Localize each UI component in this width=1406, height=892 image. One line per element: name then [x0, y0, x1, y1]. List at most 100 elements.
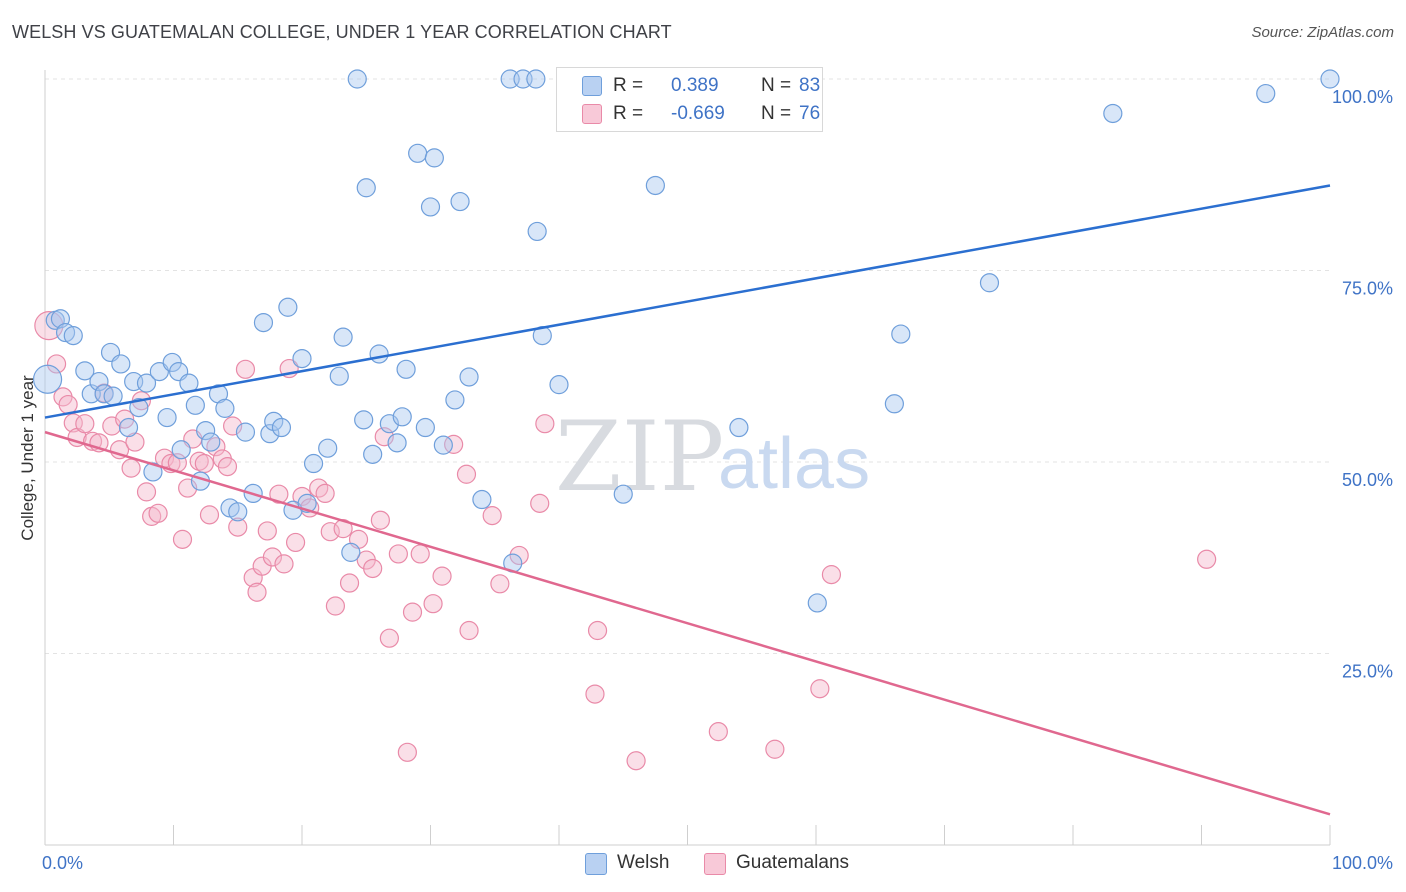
- welsh-point: [333, 327, 353, 347]
- guatemalans-point: [325, 596, 346, 616]
- legend-r-label: R =: [613, 103, 644, 124]
- legend-n-label: N =: [761, 103, 792, 124]
- welsh-point: [185, 395, 205, 415]
- welsh-point: [363, 444, 383, 464]
- welsh-point: [445, 390, 465, 410]
- guatemalans-point: [459, 620, 479, 641]
- welsh-point: [201, 432, 221, 452]
- stats-legend: R = 0.389 N = 83 R = -0.669 N = 76: [556, 67, 823, 132]
- welsh-point: [103, 386, 123, 406]
- guatemalans-point: [199, 505, 220, 525]
- guatemalans-point: [257, 521, 277, 541]
- guatemalans-point: [274, 554, 294, 574]
- y-axis-label: College, Under 1 year: [18, 375, 37, 541]
- welsh-point: [32, 364, 63, 394]
- welsh-point: [303, 453, 324, 474]
- welsh-point: [329, 366, 349, 386]
- welsh-point: [979, 273, 1000, 293]
- welsh-point: [884, 394, 904, 414]
- x-tick-labels: 0.0% 100.0%: [42, 853, 1393, 873]
- welsh-point: [1103, 103, 1123, 124]
- trend-lines: [44, 184, 1331, 816]
- welsh-point: [318, 438, 338, 458]
- welsh-point: [253, 312, 274, 333]
- guatemalans-point: [228, 517, 248, 537]
- guatemalans-point: [765, 739, 785, 759]
- guatemalans-point: [75, 414, 95, 434]
- welsh-point: [129, 398, 149, 418]
- welsh-point: [369, 344, 389, 364]
- x-tick-label: 100.0%: [1332, 853, 1393, 873]
- legend-r-value: -0.669: [671, 103, 725, 124]
- welsh-point: [527, 221, 547, 242]
- watermark: ZIP atlas: [555, 401, 870, 513]
- welsh-point: [228, 502, 248, 522]
- legend-n-value: 76: [799, 103, 821, 124]
- guatemalans-point: [194, 453, 214, 474]
- welsh-point: [111, 354, 131, 374]
- guatemalans-point: [46, 354, 67, 374]
- guatemalans-point: [585, 684, 605, 704]
- welsh-point: [392, 407, 412, 427]
- guatemalans-point: [821, 565, 842, 585]
- guatemalans-point: [626, 751, 646, 771]
- guatemalans-point: [309, 478, 329, 498]
- legend-r-label: R =: [613, 75, 644, 96]
- y-tick-labels: 25.0% 50.0% 75.0% 100.0%: [1332, 87, 1393, 682]
- guatemalans-point: [136, 482, 157, 502]
- welsh-point: [408, 143, 428, 163]
- welsh-point: [118, 417, 139, 438]
- welsh-point: [459, 367, 479, 387]
- guatemalans-point: [388, 544, 408, 564]
- guatemalans-point: [456, 464, 477, 484]
- welsh-point: [347, 69, 367, 89]
- welsh-point: [215, 398, 235, 418]
- welsh-point: [891, 324, 911, 344]
- legend-r-value: 0.389: [671, 75, 719, 96]
- chart-title: WELSH VS GUATEMALAN COLLEGE, UNDER 1 YEA…: [12, 22, 672, 42]
- legend-label-guatemalans: Guatemalans: [736, 852, 850, 873]
- guatemalans-point: [370, 510, 390, 530]
- welsh-swatch: [585, 853, 607, 875]
- legend-n-value: 83: [799, 75, 821, 96]
- welsh-point: [450, 191, 470, 212]
- guatemalans-point: [172, 529, 193, 549]
- guatemalans-point: [363, 558, 383, 579]
- guatemalans-swatch: [582, 104, 602, 124]
- legend-n-label: N =: [761, 75, 792, 96]
- guatemalans-point: [247, 582, 267, 602]
- welsh-point: [472, 489, 492, 510]
- welsh-point: [526, 69, 546, 89]
- guatemalans-point: [535, 414, 555, 434]
- welsh-point: [171, 440, 191, 460]
- guatemalans-point: [121, 458, 141, 478]
- guatemalans-point: [1197, 549, 1217, 569]
- guatemalans-point: [148, 503, 168, 523]
- welsh-point: [63, 326, 83, 346]
- welsh-point: [420, 197, 441, 217]
- guatemalans-points: [34, 311, 1217, 771]
- welsh-point: [396, 359, 416, 379]
- welsh-point: [136, 373, 157, 393]
- legend-label-welsh: Welsh: [617, 852, 670, 873]
- welsh-point: [645, 175, 665, 196]
- guatemalans-trend-line: [44, 430, 1331, 816]
- guatemalans-point: [410, 544, 430, 564]
- welsh-point: [264, 411, 284, 432]
- welsh-point: [341, 542, 361, 562]
- guatemalans-point: [490, 574, 510, 594]
- welsh-point: [157, 407, 177, 428]
- welsh-point: [271, 417, 292, 438]
- guatemalans-point: [810, 679, 830, 699]
- y-tick-label: 25.0%: [1342, 662, 1393, 682]
- welsh-point: [424, 148, 444, 168]
- watermark-zip: ZIP: [555, 401, 724, 513]
- welsh-point: [292, 348, 312, 369]
- guatemalans-point: [587, 620, 608, 641]
- source-credit: Source: ZipAtlas.com: [1251, 24, 1394, 41]
- welsh-point: [549, 375, 569, 395]
- guatemalans-point: [444, 434, 464, 454]
- welsh-point: [235, 422, 256, 442]
- welsh-point: [387, 433, 407, 453]
- guatemalans-point: [402, 602, 423, 622]
